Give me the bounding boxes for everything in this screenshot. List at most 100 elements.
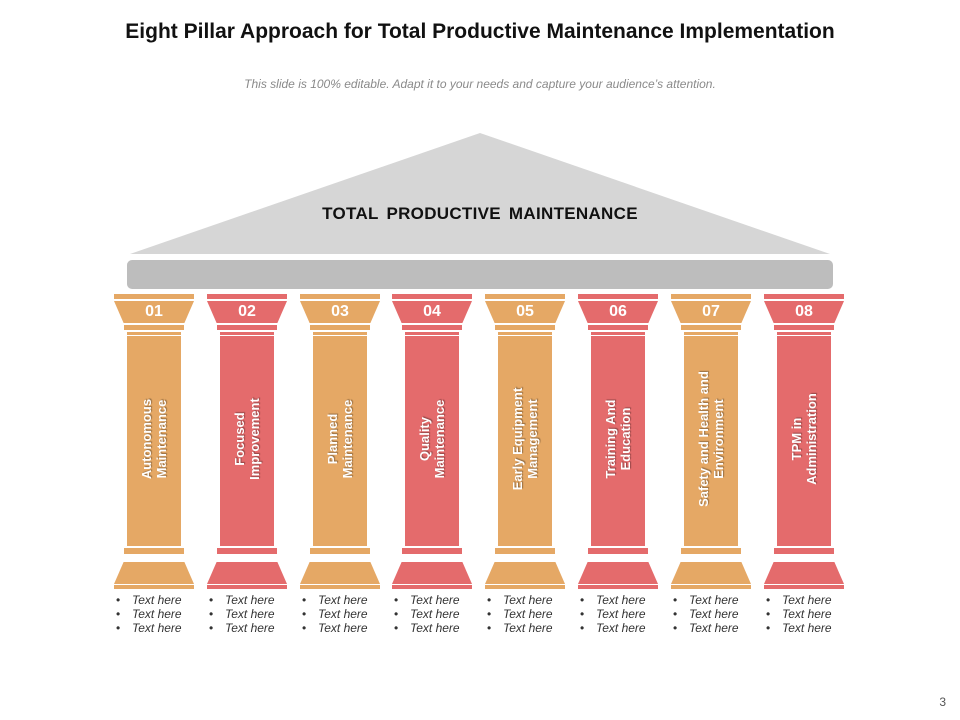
pillar-p-top [671, 294, 751, 299]
bullet-item: Text here [110, 621, 200, 635]
pillar-02: 02 Focused Improvement [207, 294, 287, 590]
pillar-p-top [485, 294, 565, 299]
pillar-bullet-list: Text hereText hereText here [296, 593, 386, 635]
pillar-label-line2: Maintenance [432, 399, 447, 479]
pillar-label-line2: Education [618, 407, 633, 471]
pillar-neck1 [310, 325, 370, 330]
pillar-label-line2: Management [525, 399, 540, 479]
pillar-06: 06 Training And Education [578, 294, 658, 590]
pillar-neck2 [127, 332, 181, 335]
pillar-bullet-list: Text hereText hereText here [760, 593, 850, 635]
pillar-bullet-list: Text hereText hereText here [667, 593, 757, 635]
pillar-neck2 [684, 332, 738, 335]
pillar-foot1 [313, 543, 367, 546]
pillar-p-bot [671, 585, 751, 589]
pillar-base [392, 562, 472, 584]
pillar-shaft [127, 336, 181, 543]
pillar-capital [207, 301, 287, 323]
pillar-label: Safety and Health and Environment [696, 339, 726, 539]
pillar-label: Training And Education [603, 339, 633, 539]
pillar-shaft [313, 336, 367, 543]
pillar-label-line2: Administration [804, 393, 819, 485]
pillar-number: 08 [795, 303, 813, 320]
bullet-item: Text here [481, 607, 571, 621]
pillar-label-line2: Maintenance [154, 399, 169, 479]
pillar-number: 04 [423, 303, 441, 320]
pillar-base [578, 562, 658, 584]
bullet-item: Text here [388, 607, 478, 621]
pillar-neck2 [220, 332, 274, 335]
pillar-neck2 [777, 332, 831, 335]
pillar-label-line1: Autonomous [139, 398, 154, 480]
pillar-shaft [684, 336, 738, 543]
pillar-p-top [207, 294, 287, 299]
roof-label: TOTAL PRODUCTIVE MAINTENANCE [322, 204, 638, 223]
bullet-item: Text here [388, 621, 478, 635]
pillar-label: Planned Maintenance [325, 339, 355, 539]
bullet-item: Text here [296, 607, 386, 621]
pillar-bullet-list: Text hereText hereText here [481, 593, 571, 635]
slide-subtitle: This slide is 100% editable. Adapt it to… [244, 77, 716, 91]
pillar-capital [764, 301, 844, 323]
pillar-shaft [220, 336, 274, 543]
pillar-shaft [777, 336, 831, 543]
pillar-shaft [591, 336, 645, 543]
pillar-foot2 [310, 548, 370, 554]
roof-triangle [130, 133, 830, 254]
pillar-foot2 [588, 548, 648, 554]
pillar-number: 06 [609, 303, 627, 320]
pillar-03: 03 Planned Maintenance [300, 294, 380, 590]
pillar-label-line1: TPM in [789, 417, 804, 461]
bullet-item: Text here [296, 593, 386, 607]
pillar-foot2 [774, 548, 834, 554]
pillar-neck1 [495, 325, 555, 330]
pillar-foot2 [402, 548, 462, 554]
pillar-shaft [498, 336, 552, 543]
bullet-item: Text here [667, 607, 757, 621]
pillar-base [207, 562, 287, 584]
pillar-neck2 [591, 332, 645, 335]
bullet-item: Text here [388, 593, 478, 607]
pillar-label: Early Equipment Management [510, 339, 540, 539]
pillar-p-bot [207, 585, 287, 589]
pillar-p-bot [392, 585, 472, 589]
pillar-foot1 [777, 543, 831, 546]
pillar-foot1 [684, 543, 738, 546]
pillar-number: 05 [516, 303, 534, 320]
pillar-label: Focused Improvement [232, 339, 262, 539]
pillar-base [764, 562, 844, 584]
pillar-capital [114, 301, 194, 323]
pillar-base [485, 562, 565, 584]
pillar-neck2 [405, 332, 459, 335]
bullet-item: Text here [481, 621, 571, 635]
pillar-p-top [578, 294, 658, 299]
pillar-07: 07 Safety and Health and Environment [671, 294, 751, 590]
pillar-label: Quality Maintenance [417, 339, 447, 539]
pillar-label-line1: Quality [417, 416, 432, 462]
bullet-item: Text here [574, 621, 664, 635]
pillar-p-top [114, 294, 194, 299]
pillar-neck1 [774, 325, 834, 330]
pillar-shaft [405, 336, 459, 543]
pillar-neck1 [124, 325, 184, 330]
pillar-label-line2: Improvement [247, 398, 262, 480]
pillar-number: 01 [145, 303, 163, 320]
pillar-capital [671, 301, 751, 323]
pillar-label-line1: Training And [603, 399, 618, 479]
pillar-foot2 [124, 548, 184, 554]
bullet-item: Text here [574, 593, 664, 607]
pillar-label-line1: Focused [232, 412, 247, 466]
pillar-number: 03 [331, 303, 349, 320]
pillar-neck2 [498, 332, 552, 335]
pillar-base [671, 562, 751, 584]
bullet-item: Text here [667, 593, 757, 607]
bullet-item: Text here [574, 607, 664, 621]
pillar-label-line2: Maintenance [340, 399, 355, 479]
pillar-p-top [392, 294, 472, 299]
pillar-foot1 [405, 543, 459, 546]
bullet-item: Text here [667, 621, 757, 635]
pillar-foot1 [498, 543, 552, 546]
pillar-bullet-list: Text hereText hereText here [388, 593, 478, 635]
pillar-label-line1: Early Equipment [510, 387, 525, 491]
page-number: 3 [939, 695, 946, 709]
